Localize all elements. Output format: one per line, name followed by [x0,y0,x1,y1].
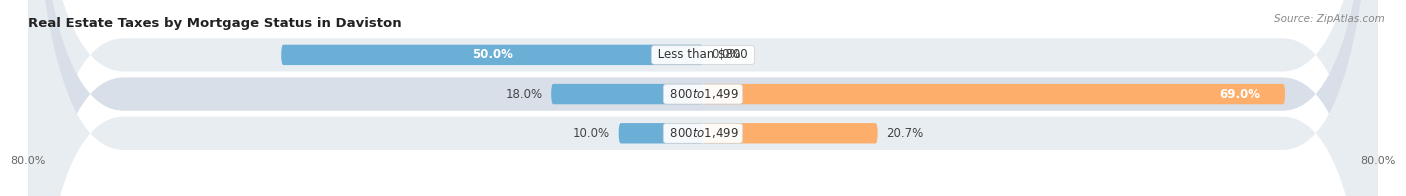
Text: $800 to $1,499: $800 to $1,499 [666,87,740,101]
FancyBboxPatch shape [28,0,1378,196]
Text: $800 to $1,499: $800 to $1,499 [666,126,740,140]
Text: 18.0%: 18.0% [506,88,543,101]
Text: Real Estate Taxes by Mortgage Status in Daviston: Real Estate Taxes by Mortgage Status in … [28,17,402,30]
FancyBboxPatch shape [28,0,1378,196]
FancyBboxPatch shape [551,84,703,104]
Text: 10.0%: 10.0% [574,127,610,140]
Text: 69.0%: 69.0% [1219,88,1260,101]
FancyBboxPatch shape [28,0,1378,196]
Text: Source: ZipAtlas.com: Source: ZipAtlas.com [1274,14,1385,24]
Text: 0.0%: 0.0% [711,48,741,61]
FancyBboxPatch shape [703,84,1285,104]
FancyBboxPatch shape [619,123,703,143]
Text: 20.7%: 20.7% [886,127,924,140]
Text: Less than $800: Less than $800 [654,48,752,61]
FancyBboxPatch shape [703,123,877,143]
FancyBboxPatch shape [281,45,703,65]
Text: 50.0%: 50.0% [471,48,513,61]
